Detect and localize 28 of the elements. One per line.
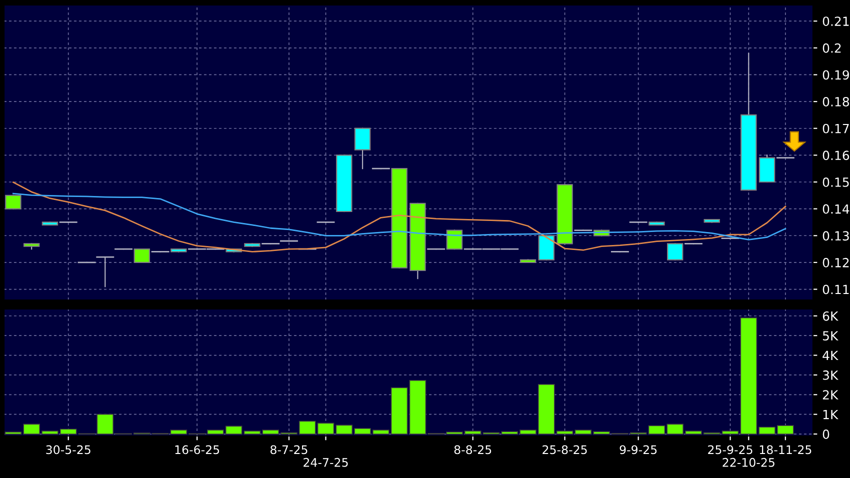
x-tick-label: 18-11-25 bbox=[760, 445, 812, 454]
x-tick-label: 25-9-25 bbox=[708, 445, 752, 454]
y-tick-label: 3K bbox=[822, 370, 838, 380]
y-tick-label: 1K bbox=[823, 410, 838, 420]
y-tick-label: 4K bbox=[822, 350, 838, 360]
y-tick-label: 0.11 bbox=[822, 284, 849, 294]
y-tick-label: 5K bbox=[822, 331, 838, 341]
x-tick-label: 9-9-25 bbox=[620, 445, 657, 454]
x-tick-label: 8-8-25 bbox=[454, 445, 492, 454]
y-tick-label: 0.17 bbox=[822, 124, 849, 134]
y-tick-label: 2K bbox=[822, 390, 838, 400]
y-tick-label: 0.16 bbox=[822, 150, 850, 160]
y-tick-label: 0.19 bbox=[822, 70, 849, 80]
y-tick-label: 0.21 bbox=[822, 16, 849, 26]
y-tick-label: 0.14 bbox=[822, 204, 850, 214]
y-tick-label: 0.2 bbox=[822, 43, 841, 53]
y-tick-label: 0.15 bbox=[822, 177, 849, 187]
x-tick-label: 25-8-25 bbox=[542, 445, 587, 454]
y-tick-label: 6K bbox=[822, 311, 838, 321]
x-tick-label: 30-5-25 bbox=[46, 445, 90, 454]
y-tick-label: 0.18 bbox=[822, 97, 850, 106]
x-tick-label: 24-7-25 bbox=[304, 458, 348, 467]
y-tick-label: 0.12 bbox=[822, 258, 849, 268]
x-tick-label: 16-6-25 bbox=[175, 445, 220, 454]
y-tick-label: 0.13 bbox=[822, 231, 849, 241]
x-tick-label: 22-10-25 bbox=[722, 458, 774, 467]
x-tick-label: 8-7-25 bbox=[270, 445, 308, 454]
y-tick-label: 0 bbox=[822, 430, 830, 439]
